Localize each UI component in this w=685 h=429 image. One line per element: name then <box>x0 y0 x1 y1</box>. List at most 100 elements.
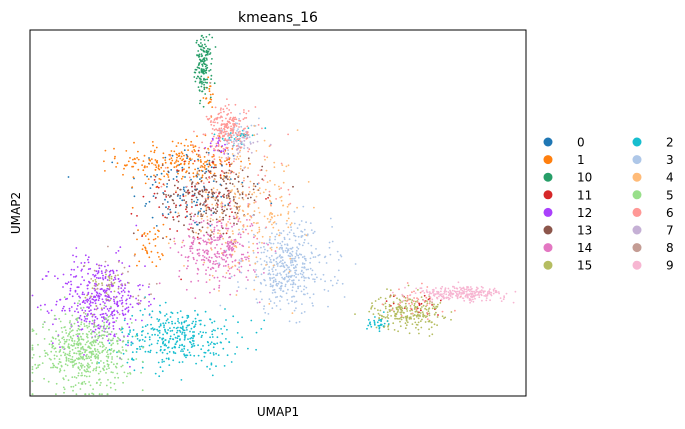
data-point <box>384 305 387 308</box>
data-point <box>205 36 208 38</box>
data-point <box>406 295 409 297</box>
data-point <box>404 299 407 302</box>
data-point <box>462 292 464 295</box>
data-point <box>117 351 119 353</box>
data-point <box>421 318 423 321</box>
data-point <box>202 220 205 222</box>
data-point <box>219 304 222 307</box>
data-point <box>502 298 505 301</box>
data-point <box>116 342 119 345</box>
data-point <box>191 230 194 232</box>
data-point <box>213 148 215 150</box>
data-point <box>248 246 250 249</box>
data-point <box>460 292 463 294</box>
data-point <box>276 274 278 276</box>
legend-label: 10 <box>577 171 592 185</box>
data-point <box>194 317 197 320</box>
data-point <box>175 153 178 155</box>
data-point <box>80 321 83 324</box>
data-point <box>107 264 109 267</box>
data-point <box>253 125 256 127</box>
data-point <box>192 175 195 178</box>
data-point <box>433 303 435 306</box>
data-point <box>32 329 35 332</box>
data-point <box>269 283 272 286</box>
data-point <box>183 149 186 152</box>
data-point <box>395 307 398 310</box>
data-point <box>179 310 182 312</box>
data-point <box>60 354 62 357</box>
data-point <box>247 134 250 136</box>
data-point <box>147 332 149 335</box>
data-point <box>112 371 114 374</box>
data-point <box>192 219 195 222</box>
data-point <box>226 227 228 230</box>
data-point <box>158 206 161 209</box>
data-point <box>138 288 141 291</box>
data-point <box>150 250 153 253</box>
data-point <box>301 273 304 276</box>
data-point <box>184 256 187 258</box>
data-point <box>428 335 431 337</box>
data-point <box>208 279 211 281</box>
data-point <box>129 372 131 374</box>
data-point <box>225 223 228 226</box>
data-point <box>275 252 277 255</box>
data-point <box>117 376 120 379</box>
data-point <box>249 264 251 266</box>
data-point <box>226 107 228 110</box>
data-point <box>252 242 255 245</box>
data-point <box>117 274 119 276</box>
data-point <box>245 194 247 197</box>
data-point <box>169 238 172 241</box>
data-point <box>271 268 274 270</box>
legend-label: 13 <box>577 224 592 238</box>
data-point <box>210 362 213 365</box>
data-point <box>143 297 146 299</box>
data-point <box>246 225 249 228</box>
data-point <box>428 320 431 323</box>
data-point <box>213 119 216 121</box>
data-point <box>451 289 454 292</box>
data-point <box>238 271 241 273</box>
data-point <box>290 264 293 267</box>
data-point <box>249 196 252 199</box>
data-point <box>70 283 73 286</box>
data-point <box>382 315 385 318</box>
data-point <box>204 310 207 313</box>
data-point <box>269 258 272 261</box>
data-point <box>495 291 498 294</box>
data-point <box>278 287 281 290</box>
data-point <box>181 326 184 329</box>
data-point <box>186 157 188 160</box>
data-point <box>397 330 399 333</box>
data-point <box>207 39 210 42</box>
data-point <box>295 254 298 256</box>
data-point <box>196 272 199 275</box>
data-point <box>206 219 209 222</box>
data-point <box>421 282 423 285</box>
data-point <box>205 231 208 234</box>
data-point <box>303 277 306 279</box>
data-point <box>120 290 123 293</box>
data-point <box>86 333 89 336</box>
data-point <box>183 144 186 147</box>
data-point <box>50 309 53 312</box>
data-point <box>494 289 497 292</box>
data-point <box>206 215 209 218</box>
data-point <box>225 232 228 235</box>
data-point <box>204 351 207 354</box>
data-point <box>453 287 456 290</box>
data-point <box>103 345 105 347</box>
data-point <box>295 290 298 293</box>
data-point <box>373 319 375 322</box>
data-point <box>199 159 202 161</box>
data-point <box>212 187 215 190</box>
data-point <box>166 183 169 185</box>
data-point <box>31 366 34 368</box>
data-point <box>68 346 71 349</box>
data-point <box>101 277 104 279</box>
data-point <box>81 301 84 304</box>
data-point <box>176 329 179 332</box>
data-point <box>158 310 161 313</box>
